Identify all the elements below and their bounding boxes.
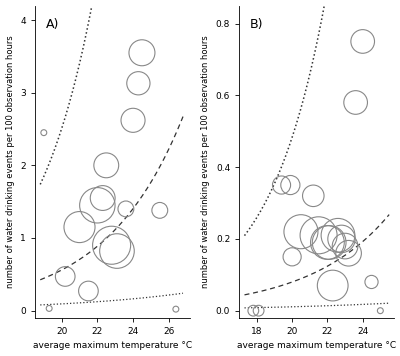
Point bbox=[250, 308, 256, 314]
Point bbox=[76, 224, 83, 230]
Point bbox=[46, 305, 52, 311]
Point bbox=[108, 242, 115, 248]
Point bbox=[100, 195, 106, 201]
Y-axis label: number of water drinking events per 100 observation hours: number of water drinking events per 100 … bbox=[201, 35, 210, 288]
Y-axis label: number of water drinking events per 100 observation hours: number of water drinking events per 100 … bbox=[6, 35, 14, 288]
Point bbox=[368, 279, 375, 285]
Point bbox=[139, 50, 145, 56]
Point bbox=[338, 236, 345, 242]
Point bbox=[103, 162, 110, 168]
Point bbox=[256, 308, 262, 314]
Point bbox=[377, 308, 384, 314]
Point bbox=[62, 274, 68, 279]
Point bbox=[156, 208, 163, 213]
Point bbox=[315, 232, 322, 238]
Point bbox=[173, 306, 179, 312]
Point bbox=[345, 250, 352, 256]
Point bbox=[310, 193, 316, 199]
Point bbox=[85, 288, 92, 294]
Point bbox=[298, 229, 304, 235]
Point bbox=[287, 182, 294, 188]
Point bbox=[335, 232, 341, 238]
Point bbox=[330, 283, 336, 288]
Point bbox=[342, 243, 348, 249]
Point bbox=[352, 100, 359, 105]
Point bbox=[289, 254, 295, 260]
Point bbox=[360, 38, 366, 44]
Point bbox=[123, 206, 129, 212]
Point bbox=[278, 182, 285, 188]
Point bbox=[114, 248, 120, 254]
Point bbox=[324, 240, 331, 245]
Point bbox=[326, 240, 332, 245]
Point bbox=[41, 130, 47, 136]
Point bbox=[94, 203, 100, 208]
Point bbox=[130, 117, 136, 123]
Point bbox=[135, 80, 142, 86]
X-axis label: average maximum temperature °C: average maximum temperature °C bbox=[237, 341, 396, 350]
Text: A): A) bbox=[46, 18, 59, 31]
Text: B): B) bbox=[250, 18, 264, 31]
X-axis label: average maximum temperature °C: average maximum temperature °C bbox=[33, 341, 192, 350]
